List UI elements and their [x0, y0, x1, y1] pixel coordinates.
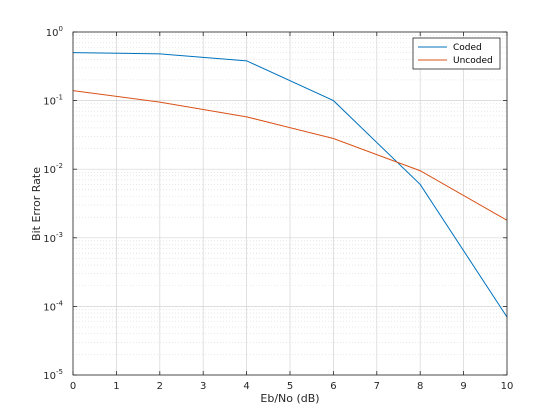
x-tick-label: 5: [287, 381, 293, 392]
x-tick-labels: 0 1 2 3 4 5 6 7 8 9 10: [70, 381, 514, 392]
series-layer: [72, 52, 508, 318]
x-tick-label: 7: [374, 381, 380, 392]
x-tick-label: 0: [70, 381, 76, 392]
x-tick-label: 6: [330, 381, 336, 392]
x-tick-label: 3: [200, 381, 206, 392]
axis-ticks: [72, 31, 508, 376]
x-tick-label: 4: [243, 381, 249, 392]
y-axis-label: Bit Error Rate: [30, 167, 43, 241]
series-line-coded: [72, 52, 508, 318]
x-axis-label: Eb/No (dB): [260, 392, 319, 405]
legend: Coded Uncoded: [412, 37, 501, 70]
x-tick-label: 2: [157, 381, 163, 392]
x-tick-label: 8: [417, 381, 423, 392]
legend-label-coded: Coded: [453, 43, 482, 53]
series-line-uncoded: [72, 90, 508, 221]
x-tick-label: 10: [501, 381, 514, 392]
x-tick-label: 9: [460, 381, 466, 392]
legend-box: [412, 37, 501, 70]
x-tick-label: 1: [113, 381, 119, 392]
legend-label-uncoded: Uncoded: [453, 56, 493, 66]
